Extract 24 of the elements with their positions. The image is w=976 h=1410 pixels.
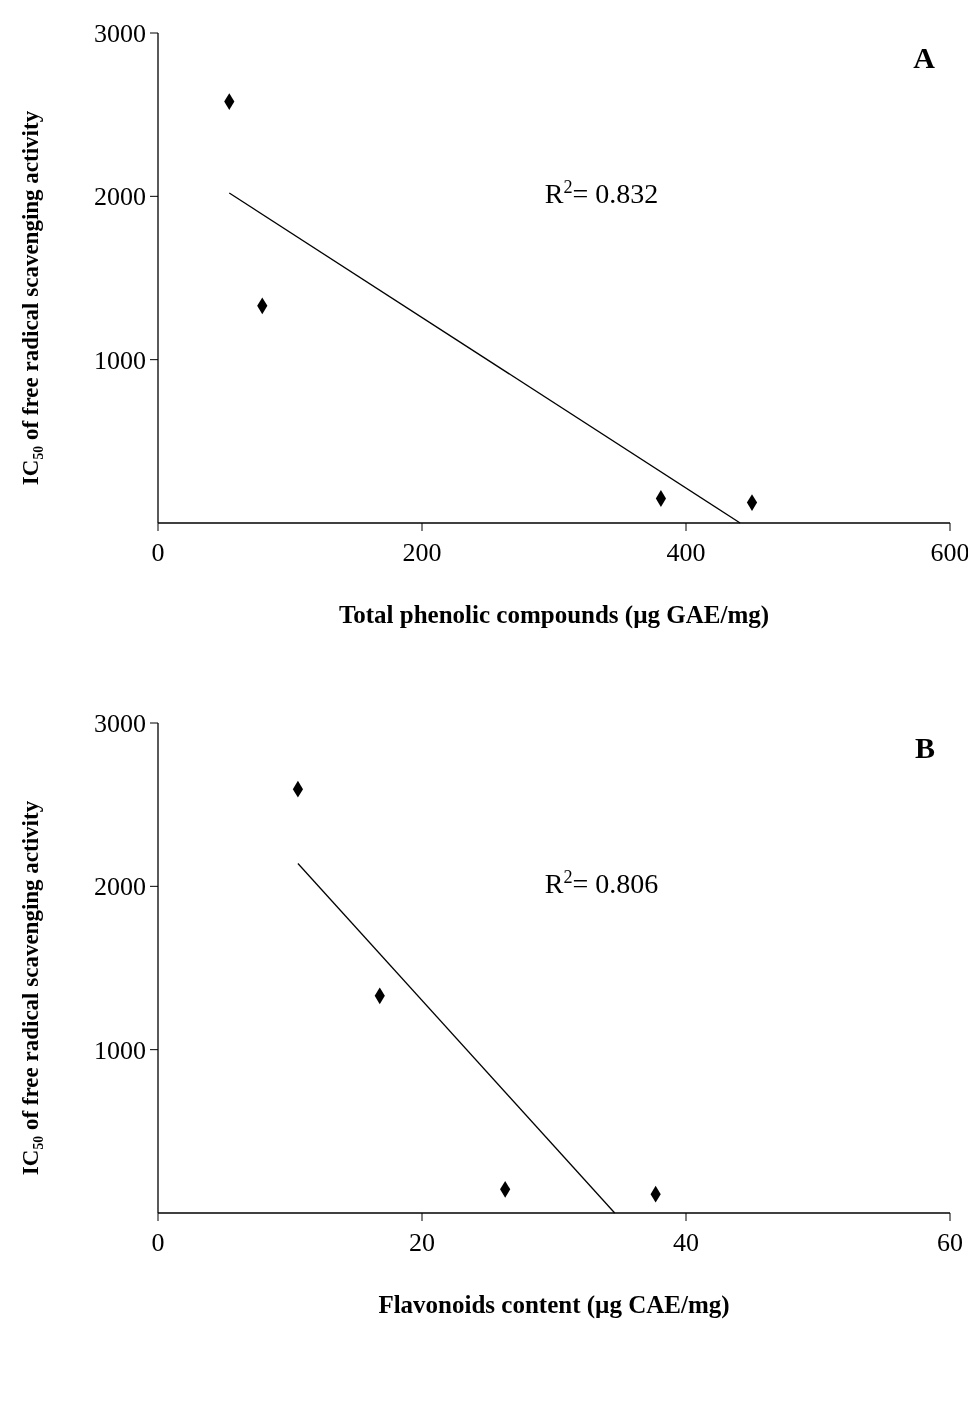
- y-tick-label: 3000: [94, 19, 146, 49]
- point: [746, 494, 758, 511]
- x-tick-label: 400: [666, 538, 706, 567]
- y-tick-label: 1000: [94, 345, 146, 375]
- annotation: R$^{2}$= 0.806: [544, 867, 659, 899]
- y-tick-label: 2000: [94, 182, 146, 212]
- chart-title: A: [913, 41, 936, 74]
- x-tick-label: 40: [673, 1228, 699, 1257]
- chart-title: B: [914, 731, 935, 764]
- annotation: R$^{2}$= 0.832: [544, 177, 659, 209]
- y-tick-label: 2000: [94, 872, 146, 902]
- y-axis-title: IC₅₀ of free radical scavenging activity: [18, 110, 43, 486]
- x-axis-title: Flavonoids content (µg CAE/mg): [378, 1291, 730, 1319]
- x-tick-label: 20: [409, 1228, 435, 1257]
- x-tick-label: 60: [937, 1228, 963, 1257]
- y-tick-label: 1000: [94, 1035, 146, 1065]
- x-tick-label: 600: [930, 538, 970, 567]
- point: [655, 490, 667, 507]
- x-tick-label: 0: [151, 1228, 165, 1257]
- y-axis-title: IC₅₀ of free radical scavenging activity: [18, 800, 43, 1176]
- x-tick-label: 200: [402, 538, 442, 567]
- x-tick-label: 0: [151, 538, 165, 567]
- y-tick-label: 3000: [94, 709, 146, 739]
- x-axis-title: Total phenolic compounds (µg GAE/mg): [338, 601, 770, 629]
